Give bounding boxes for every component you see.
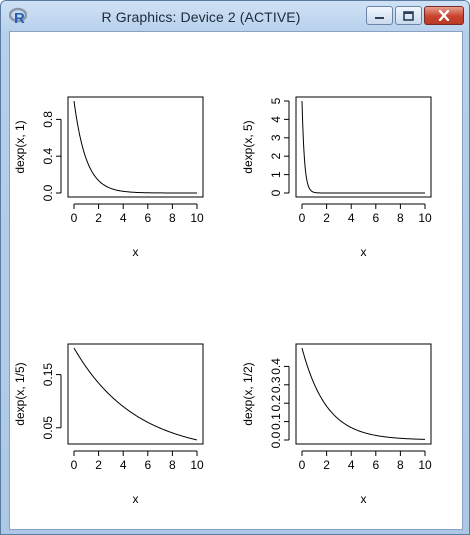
minimize-icon [375, 16, 384, 19]
plot-box [295, 343, 432, 445]
x-tick-label: 0 [71, 211, 78, 225]
y-tick-label: 0.05 [41, 416, 55, 440]
x-tick-label: 0 [71, 458, 78, 472]
x-tick-label: 8 [397, 211, 404, 225]
y-axis-label: dexp(x, 1/5) [13, 362, 27, 425]
plot-grid: 0 2 4 6 8 10 x 0.0 0.4 0.8 dexp(x, 1) 0 2 4 6 8 10 x 0 1 2 3 4… [13, 96, 432, 506]
y-axis-label: dexp(x, 5) [241, 120, 255, 173]
x-tick-label: 8 [397, 458, 404, 472]
x-tick-label: 2 [95, 458, 102, 472]
x-tick-label: 8 [169, 458, 176, 472]
density-line [73, 100, 197, 194]
x-tick-label: 10 [190, 458, 204, 472]
x-axis-label: x [361, 492, 367, 506]
x-tick-label: 6 [372, 458, 379, 472]
x-tick-label: 4 [120, 458, 127, 472]
x-tick-label: 10 [418, 458, 432, 472]
svg-text:R: R [14, 10, 25, 25]
plot-panel-2: 0 2 4 6 8 10 x 0 1 2 3 4 5 dexp(x, 5) [241, 96, 432, 259]
plot-panel-3: 0 2 4 6 8 10 x 0.05 0.15 dexp(x, 1/5) [13, 343, 204, 506]
plot-panel-1: 0 2 4 6 8 10 x 0.0 0.4 0.8 dexp(x, 1) [13, 96, 204, 259]
x-axis-label: x [133, 245, 139, 259]
graphics-device-canvas: 0 2 4 6 8 10 x 0.0 0.4 0.8 dexp(x, 1) 0 2 4 6 8 10 x 0 1 2 3 4… [9, 31, 463, 530]
x-tick-label: 2 [95, 211, 102, 225]
x-tick-label: 2 [323, 211, 330, 225]
y-tick-label: 5 [269, 97, 283, 104]
y-tick-label: 0.8 [41, 111, 55, 128]
plot-panel-4: 0 2 4 6 8 10 x 0.00.10.2 0.30.4 dexp(x, 1/2) [241, 343, 432, 506]
close-icon [438, 10, 450, 21]
y-tick-label: 2 [269, 153, 283, 160]
minimize-button[interactable] [366, 6, 393, 25]
x-tick-label: 8 [169, 211, 176, 225]
maximize-icon [403, 10, 414, 21]
density-line [301, 347, 426, 440]
plot-box [67, 96, 204, 198]
maximize-button[interactable] [395, 6, 422, 25]
close-button[interactable] [424, 6, 464, 25]
r-logo-icon: R [9, 7, 27, 25]
x-tick-label: 4 [348, 458, 355, 472]
x-tick-label: 4 [348, 211, 355, 225]
x-axis-label: x [361, 245, 367, 259]
y-tick-label: 4 [269, 116, 283, 123]
y-axis-label: dexp(x, 1/2) [241, 362, 255, 425]
density-line [73, 347, 198, 441]
x-tick-label: 6 [144, 211, 151, 225]
y-tick-label: 0.3 [269, 376, 283, 393]
y-tick-label: 0.15 [41, 363, 55, 387]
y-tick-label: 0.4 [41, 148, 55, 165]
x-tick-label: 0 [299, 211, 306, 225]
plot-box [295, 96, 432, 198]
title-bar[interactable]: R R Graphics: Device 2 (ACTIVE) [1, 1, 469, 31]
y-tick-label: 3 [269, 134, 283, 141]
x-tick-label: 0 [299, 458, 306, 472]
y-tick-label: 0.1 [269, 413, 283, 430]
y-tick-label: 0.0 [269, 431, 283, 448]
x-tick-label: 10 [190, 211, 204, 225]
x-tick-label: 4 [120, 211, 127, 225]
y-axis-label: dexp(x, 1) [13, 120, 27, 173]
density-line [301, 100, 425, 194]
x-tick-label: 6 [144, 458, 151, 472]
y-tick-label: 0.2 [269, 395, 283, 412]
y-tick-label: 0.4 [269, 358, 283, 375]
y-tick-label: 0 [269, 189, 283, 196]
x-axis-label: x [133, 492, 139, 506]
x-tick-label: 10 [418, 211, 432, 225]
plot-box [67, 343, 204, 445]
x-tick-label: 6 [372, 211, 379, 225]
x-tick-label: 2 [323, 458, 330, 472]
window-title: R Graphics: Device 2 (ACTIVE) [101, 9, 301, 25]
y-tick-label: 1 [269, 171, 283, 178]
y-tick-label: 0.0 [41, 184, 55, 201]
